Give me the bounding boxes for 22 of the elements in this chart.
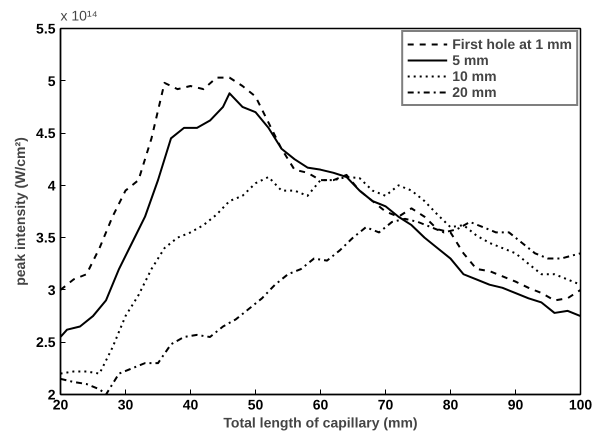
x-tick-label: 70 xyxy=(378,396,394,412)
y-tick-label: 3 xyxy=(48,282,56,298)
y-tick-label: 4.5 xyxy=(36,125,56,142)
x-axis-title: Total length of capillary (mm) xyxy=(223,414,418,430)
x-tick-label: 40 xyxy=(182,396,198,412)
x-tick-label: 50 xyxy=(248,396,264,412)
legend-label: 5 mm xyxy=(452,52,489,68)
y-tick-label: 5 xyxy=(48,72,56,89)
x-tick-label: 100 xyxy=(568,396,592,412)
text: x 10¹⁴ xyxy=(60,8,98,24)
y-tick-label: 2.5 xyxy=(36,334,56,350)
legend-label: 20 mm xyxy=(452,84,497,100)
legend-label: First hole at 1 mm xyxy=(452,36,572,52)
x-tick-label: 80 xyxy=(442,396,458,412)
x-tick-label: 30 xyxy=(118,396,134,412)
y-tick-label: 5.5 xyxy=(36,20,56,36)
x-tick-label: 60 xyxy=(312,396,328,412)
legend-label: 10 mm xyxy=(452,68,497,84)
x-tick-label: 90 xyxy=(508,396,524,412)
y-axis-title: peak intensity (W/cm²) xyxy=(12,137,28,286)
y-tick-label: 4 xyxy=(48,177,56,194)
y-tick-label: 3.5 xyxy=(36,230,56,246)
